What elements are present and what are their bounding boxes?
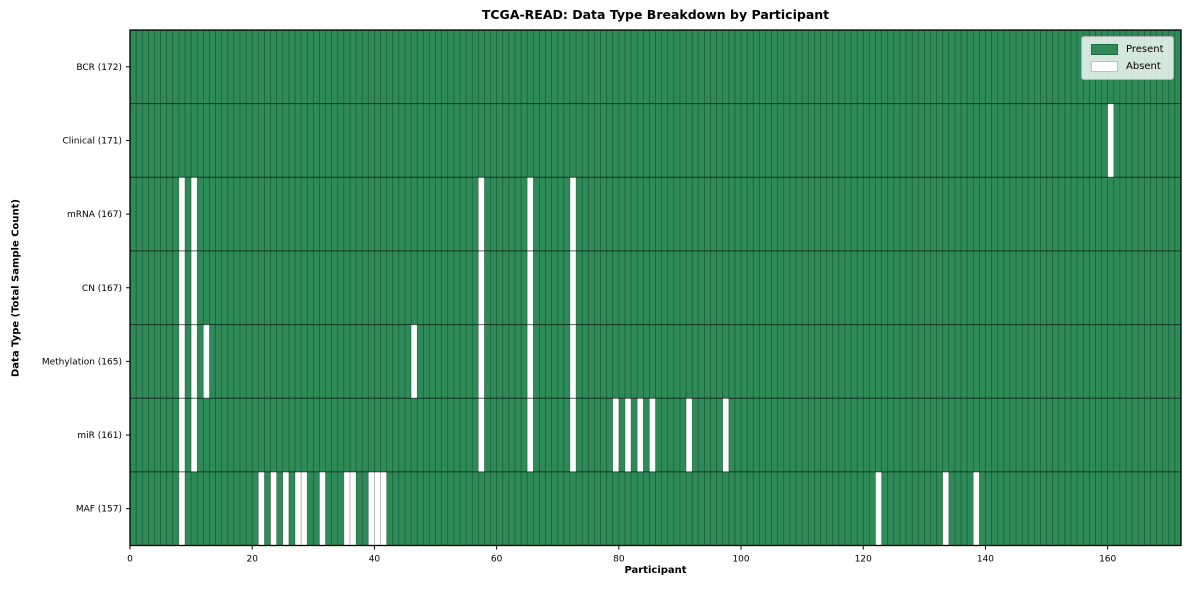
chart-title: TCGA-READ: Data Type Breakdown by Partic… [481, 7, 830, 22]
legend: Present Absent [1081, 36, 1174, 80]
x-tick-label: 160 [1099, 555, 1116, 565]
absent-cell [569, 177, 577, 251]
absent-cell [942, 471, 949, 546]
absent-cell [349, 471, 357, 546]
x-tick-label: 120 [855, 555, 872, 565]
x-axis-label: Participant [624, 565, 687, 576]
absent-cell [569, 398, 577, 472]
absent-cell [374, 471, 381, 546]
legend-label-absent: Absent [1126, 61, 1161, 72]
y-tick-label: MAF (157) [76, 505, 122, 515]
absent-cell [343, 471, 350, 546]
legend-label-present: Present [1126, 44, 1164, 55]
x-tick-label: 40 [369, 555, 381, 565]
absent-cell [411, 324, 418, 399]
absent-cell [478, 398, 485, 472]
absent-cell [875, 471, 882, 546]
absent-cell [282, 471, 289, 546]
absent-cell [527, 398, 534, 472]
absent-cell [722, 398, 729, 472]
x-tick-label: 20 [246, 555, 258, 565]
absent-cell [191, 324, 198, 399]
absent-cell [368, 471, 375, 546]
y-tick-label: mRNA (167) [67, 210, 122, 220]
absent-cell [612, 398, 619, 472]
absent-cell [178, 177, 185, 251]
y-tick-label: BCR (172) [76, 63, 122, 73]
absent-cell [527, 177, 534, 251]
absent-cell [478, 177, 485, 251]
legend-item-present: Present [1091, 44, 1164, 55]
absent-cell [294, 471, 302, 546]
absent-cell [569, 250, 577, 325]
absent-cell [478, 324, 485, 399]
x-tick-label: 80 [613, 555, 625, 565]
absent-cell [178, 324, 185, 399]
y-tick-label: CN (167) [82, 284, 122, 294]
absent-cell [637, 398, 644, 472]
absent-cell [380, 471, 387, 546]
absent-cell [973, 471, 980, 546]
x-tick-label: 0 [127, 555, 133, 565]
absent-cell [649, 398, 656, 472]
y-tick-label: miR (161) [77, 431, 122, 441]
x-tick-label: 100 [732, 555, 749, 565]
absent-cell [203, 324, 210, 399]
absent-cell [527, 250, 534, 325]
absent-cell [258, 471, 265, 546]
absent-cell [1107, 103, 1114, 178]
absent-cell [191, 250, 198, 325]
absent-cell [569, 324, 577, 399]
absent-cell [319, 471, 326, 546]
absent-swatch [1091, 61, 1118, 72]
absent-cell [527, 324, 534, 399]
absent-cell [191, 398, 198, 472]
absent-cell [478, 250, 485, 325]
y-tick-label: Methylation (165) [42, 357, 122, 367]
present-swatch [1091, 44, 1118, 55]
legend-item-absent: Absent [1091, 61, 1164, 72]
y-tick-label: Clinical (171) [62, 136, 122, 146]
x-tick-label: 140 [977, 555, 994, 565]
absent-cell [270, 471, 277, 546]
absent-cell [178, 471, 185, 546]
absent-cell [686, 398, 693, 472]
absent-cell [178, 398, 185, 472]
absent-cell [624, 398, 632, 472]
absent-cell [191, 177, 198, 251]
absent-cell [301, 471, 308, 546]
x-tick-label: 60 [491, 555, 503, 565]
absent-cell [178, 250, 185, 325]
